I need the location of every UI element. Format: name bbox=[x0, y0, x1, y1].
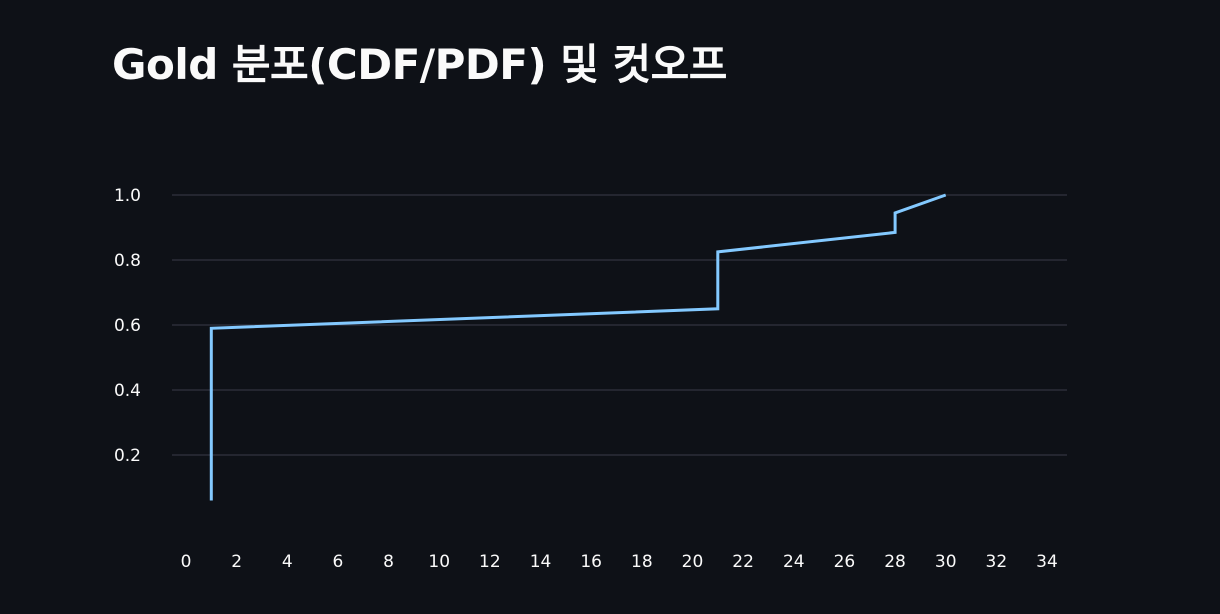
y-tick-label: 0.8 bbox=[114, 251, 141, 271]
x-axis-tick-labels: 0 2 4 6 8 10 12 14 16 18 20 22 24 26 28 30 32 34 bbox=[181, 552, 1058, 572]
x-tick-label: 2 bbox=[231, 552, 242, 572]
x-tick-label: 22 bbox=[732, 552, 754, 572]
x-tick-label: 4 bbox=[282, 552, 293, 572]
x-tick-label: 12 bbox=[479, 552, 501, 572]
y-axis-tick-labels: 0.2 0.4 0.6 0.8 1.0 bbox=[114, 186, 141, 466]
x-tick-label: 8 bbox=[383, 552, 394, 572]
series-layer bbox=[209, 193, 947, 501]
x-tick-label: 18 bbox=[631, 552, 653, 572]
x-tick-label: 16 bbox=[580, 552, 602, 572]
y-tick-label: 0.4 bbox=[114, 381, 141, 401]
y-tick-label: 1.0 bbox=[114, 186, 141, 206]
y-tick-label: 0.6 bbox=[114, 316, 141, 336]
x-tick-label: 6 bbox=[333, 552, 344, 572]
x-tick-label: 10 bbox=[428, 552, 450, 572]
page-title: Gold 분포(CDF/PDF) 및 컷오프 bbox=[112, 40, 727, 89]
x-tick-label: 28 bbox=[884, 552, 906, 572]
x-tick-label: 24 bbox=[783, 552, 805, 572]
x-tick-label: 32 bbox=[986, 552, 1008, 572]
x-tick-label: 14 bbox=[530, 552, 552, 572]
cdf-series-line bbox=[209, 193, 947, 501]
x-tick-label: 26 bbox=[834, 552, 856, 572]
y-tick-label: 0.2 bbox=[114, 446, 141, 466]
x-tick-label: 0 bbox=[181, 552, 192, 572]
x-tick-label: 20 bbox=[682, 552, 704, 572]
x-tick-label: 34 bbox=[1036, 552, 1058, 572]
x-tick-label: 30 bbox=[935, 552, 957, 572]
